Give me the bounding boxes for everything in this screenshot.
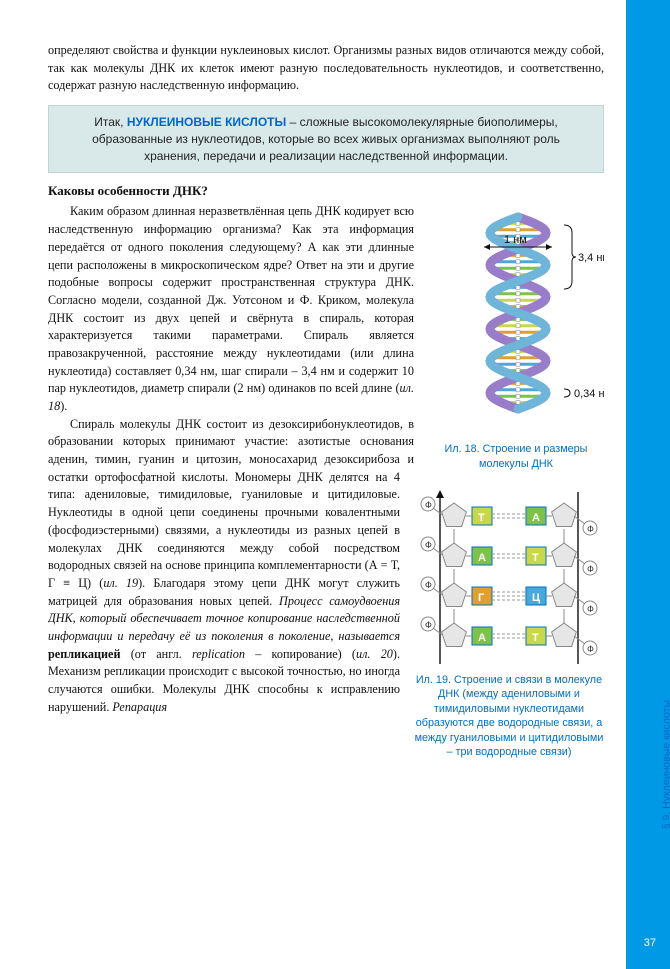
p2-k: Репарация	[112, 700, 167, 714]
svg-text:Т: Т	[532, 632, 539, 644]
figure-19-caption: Ил. 19. Строение и связи в молекуле ДНК …	[414, 673, 604, 760]
svg-text:А: А	[478, 552, 486, 564]
svg-text:Г: Г	[478, 592, 485, 604]
svg-text:Т: Т	[478, 512, 485, 524]
svg-text:Ф: Ф	[425, 620, 432, 630]
p2-a: Спираль молекулы ДНК состоит из дезоксир…	[48, 417, 414, 590]
figure-19: Ф Т А Ф Ф А Т Ф Ф Г Ц Ф Ф А Т Ф Ил. 19. Строение и связ…	[414, 484, 604, 760]
definition-pre: Итак,	[94, 115, 127, 129]
p2-e: репликацией	[48, 647, 120, 661]
p2-g: replication	[192, 647, 245, 661]
definition-box: Итак, НУКЛЕИНОВЫЕ КИСЛОТЫ – сложные высо…	[48, 105, 604, 173]
svg-text:Ф: Ф	[425, 580, 432, 590]
intro-text: определяют свойства и функции нуклеиновы…	[48, 42, 604, 95]
figure-18-caption: Ил. 18. Строение и размеры молекулы ДНК	[428, 442, 604, 471]
page-number: 37	[644, 937, 656, 949]
svg-text:1 нм: 1 нм	[504, 234, 527, 246]
figure-18: 1 нм 3,4 нм 0,34 нм Ил. 18. Строение и раз…	[428, 203, 604, 471]
p2-ref2: ил. 20	[356, 647, 393, 661]
p1-c: ).	[60, 399, 67, 413]
dna-helix-svg: 1 нм 3,4 нм 0,34 нм	[428, 203, 604, 433]
p1-a: Каким образом длинная неразветвлённая це…	[48, 204, 414, 395]
section-heading: Каковы особенности ДНК?	[48, 183, 604, 199]
svg-text:Ф: Ф	[425, 540, 432, 550]
svg-text:А: А	[478, 632, 486, 644]
content: определяют свойства и функции нуклеиновы…	[48, 42, 604, 766]
svg-text:Ф: Ф	[587, 644, 594, 654]
svg-text:Ф: Ф	[587, 564, 594, 574]
svg-text:Ф: Ф	[587, 524, 594, 534]
svg-text:Ц: Ц	[532, 592, 540, 604]
p2-f: (от англ.	[120, 647, 191, 661]
p2-h: – копирование) (	[245, 647, 356, 661]
svg-text:0,34 нм: 0,34 нм	[574, 388, 604, 400]
definition-keyword: НУКЛЕИНОВЫЕ КИСЛОТЫ	[127, 115, 286, 129]
svg-text:А: А	[532, 512, 540, 524]
svg-text:Т: Т	[532, 552, 539, 564]
svg-text:3,4 нм: 3,4 нм	[578, 252, 604, 264]
nucleotide-svg: Ф Т А Ф Ф А Т Ф Ф Г Ц Ф Ф А Т Ф	[414, 484, 604, 664]
p2-ref1: ил. 19	[103, 576, 138, 590]
side-title: § 9. Нуклеиновые кислоты	[660, 700, 670, 829]
svg-text:Ф: Ф	[425, 500, 432, 510]
svg-text:Ф: Ф	[587, 604, 594, 614]
column-wrap: 1 нм 3,4 нм 0,34 нм Ил. 18. Строение и раз…	[48, 203, 604, 766]
page: определяют свойства и функции нуклеиновы…	[0, 0, 670, 969]
